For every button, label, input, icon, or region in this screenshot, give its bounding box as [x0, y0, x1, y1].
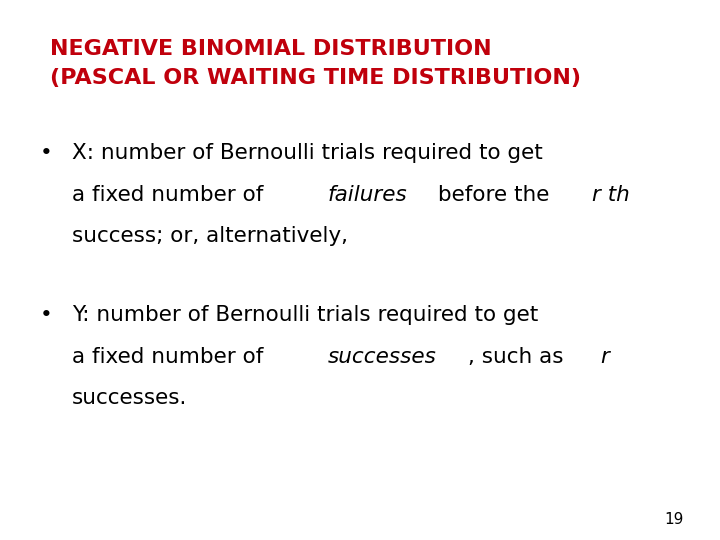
- Text: success; or, alternatively,: success; or, alternatively,: [72, 226, 348, 246]
- Text: r th: r th: [593, 185, 630, 205]
- Text: failures: failures: [328, 185, 408, 205]
- Text: before the: before the: [431, 185, 556, 205]
- Text: successes.: successes.: [72, 388, 187, 408]
- Text: (PASCAL OR WAITING TIME DISTRIBUTION): (PASCAL OR WAITING TIME DISTRIBUTION): [50, 68, 582, 89]
- Text: X: number of Bernoulli trials required to get: X: number of Bernoulli trials required t…: [72, 143, 543, 163]
- Text: , such as: , such as: [468, 347, 571, 367]
- Text: •: •: [40, 143, 53, 163]
- Text: r: r: [600, 347, 609, 367]
- Text: NEGATIVE BINOMIAL DISTRIBUTION: NEGATIVE BINOMIAL DISTRIBUTION: [50, 38, 492, 59]
- Text: 19: 19: [665, 511, 684, 526]
- Text: Y: number of Bernoulli trials required to get: Y: number of Bernoulli trials required t…: [72, 305, 539, 325]
- Text: a fixed number of: a fixed number of: [72, 185, 270, 205]
- Text: successes: successes: [328, 347, 437, 367]
- Text: a fixed number of: a fixed number of: [72, 347, 270, 367]
- Text: •: •: [40, 305, 53, 325]
